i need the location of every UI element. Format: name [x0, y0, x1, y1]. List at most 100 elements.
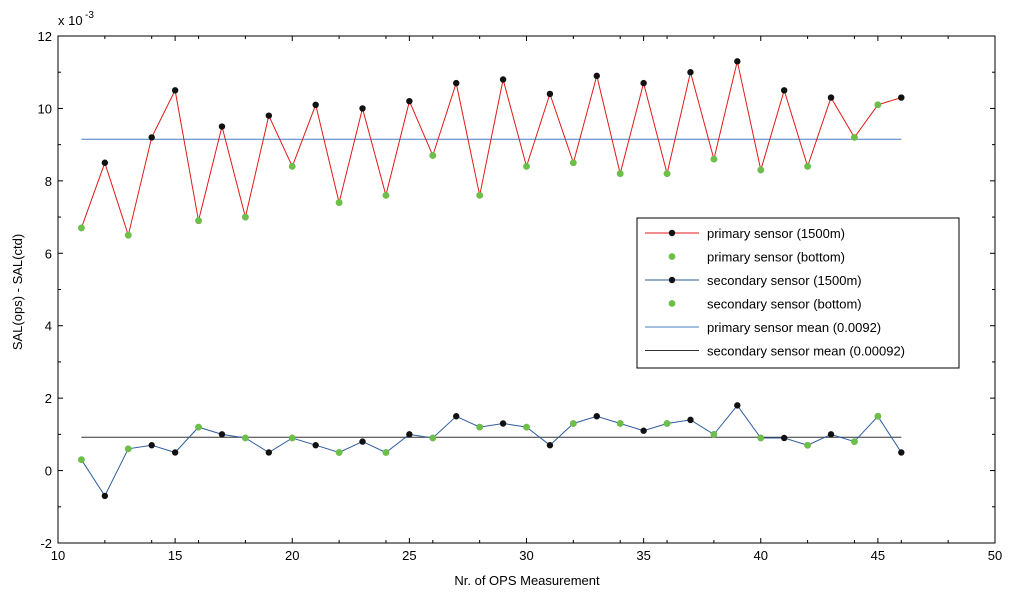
y-axis-label: SAL(ops) - SAL(ctd) — [10, 234, 25, 350]
x-tick-label: 20 — [285, 548, 299, 563]
data-point — [382, 191, 390, 199]
data-point — [242, 434, 249, 442]
series-layer — [78, 58, 905, 500]
data-point — [312, 442, 319, 449]
x-tick-label: 30 — [519, 548, 533, 563]
data-point — [804, 162, 811, 170]
data-point — [663, 420, 671, 427]
legend: primary sensor (1500m) primary sensor (bo… — [636, 217, 960, 369]
y-multiplier-exponent: -3 — [85, 10, 94, 21]
y-tick-label: 4 — [45, 319, 52, 334]
legend-label: secondary sensor mean (0.00092) — [707, 344, 905, 359]
x-axis-label: Nr. of OPS Measurement — [454, 573, 600, 588]
y-tick-label: 10 — [38, 101, 52, 116]
data-point — [476, 191, 484, 199]
data-point — [288, 162, 296, 170]
data-point — [429, 152, 437, 159]
data-point — [851, 438, 858, 445]
data-point — [827, 431, 835, 438]
data-point — [218, 431, 226, 438]
data-point — [499, 420, 507, 427]
series-line — [80, 404, 902, 497]
data-point — [124, 231, 132, 239]
data-point — [312, 101, 319, 109]
data-point — [898, 94, 905, 101]
legend-item: primary sensor (bottom) — [668, 250, 845, 265]
legend-label: primary sensor (bottom) — [707, 250, 845, 265]
legend-item: secondary sensor (bottom) — [668, 297, 862, 312]
data-point — [663, 170, 671, 178]
data-point — [148, 134, 155, 141]
y-tick-label: -2 — [40, 536, 52, 551]
data-point — [593, 72, 600, 80]
x-tick-label: 25 — [402, 548, 416, 563]
data-point — [780, 434, 788, 442]
legend-swatch-marker — [668, 253, 676, 260]
data-point — [171, 87, 179, 94]
data-point — [757, 166, 765, 174]
data-point — [265, 112, 273, 119]
y-tick-label: 8 — [45, 174, 52, 189]
legend-label: secondary sensor (1500m) — [707, 273, 862, 288]
ticks: 10 15 20 25 30 35 40 45 50 -2 0 2 4 6 8 10 12 — [38, 29, 1003, 563]
data-point — [569, 420, 577, 427]
legend-label: primary sensor (1500m) — [707, 226, 845, 241]
x-tick-label: 45 — [871, 548, 885, 563]
series-1 — [78, 101, 882, 239]
data-point — [616, 170, 624, 178]
data-point — [851, 134, 858, 141]
x-tick-label: 50 — [988, 548, 1002, 563]
data-point — [195, 217, 202, 225]
data-point — [898, 449, 905, 456]
data-point — [476, 423, 484, 431]
legend-label: primary sensor mean (0.0092) — [707, 320, 881, 335]
data-point — [335, 199, 343, 206]
y-tick-label: 12 — [38, 29, 52, 44]
data-point — [734, 58, 741, 65]
data-point — [359, 105, 366, 112]
data-point — [734, 402, 741, 409]
data-point — [523, 423, 530, 431]
x-tick-label: 35 — [636, 548, 650, 563]
legend-item: secondary sensor (1500m) — [645, 273, 862, 288]
legend-item: primary sensor mean (0.0092) — [645, 320, 881, 335]
x-tick-label: 10 — [51, 548, 65, 563]
data-point — [593, 413, 600, 420]
data-point — [546, 90, 554, 98]
data-point — [546, 442, 554, 449]
data-point — [804, 441, 811, 449]
data-point — [710, 430, 718, 438]
data-point — [640, 79, 647, 87]
data-point — [359, 438, 366, 445]
data-point — [687, 69, 694, 76]
data-point — [78, 456, 85, 464]
data-point — [124, 445, 132, 453]
data-point — [101, 159, 109, 166]
data-point — [569, 159, 577, 167]
data-point — [640, 427, 647, 434]
x-tick-label: 40 — [754, 548, 768, 563]
data-point — [757, 434, 765, 442]
data-point — [382, 449, 390, 456]
legend-swatch-marker — [668, 229, 676, 237]
data-point — [429, 434, 437, 442]
data-point — [406, 431, 413, 438]
data-point — [453, 79, 460, 87]
data-point — [827, 94, 835, 101]
data-point — [616, 420, 624, 427]
data-point — [710, 155, 718, 163]
x-tick-label: 15 — [168, 548, 182, 563]
legend-label: secondary sensor (bottom) — [707, 297, 862, 312]
data-point — [242, 213, 249, 221]
data-point — [265, 449, 273, 456]
legend-swatch-marker — [668, 276, 676, 284]
data-point — [780, 87, 788, 94]
legend-item: secondary sensor mean (0.00092) — [645, 344, 905, 359]
data-point — [453, 413, 460, 420]
y-multiplier-label: x 10 — [58, 13, 83, 28]
data-point — [874, 412, 882, 420]
data-point — [687, 416, 694, 424]
data-point — [171, 449, 179, 456]
data-point — [195, 423, 202, 431]
